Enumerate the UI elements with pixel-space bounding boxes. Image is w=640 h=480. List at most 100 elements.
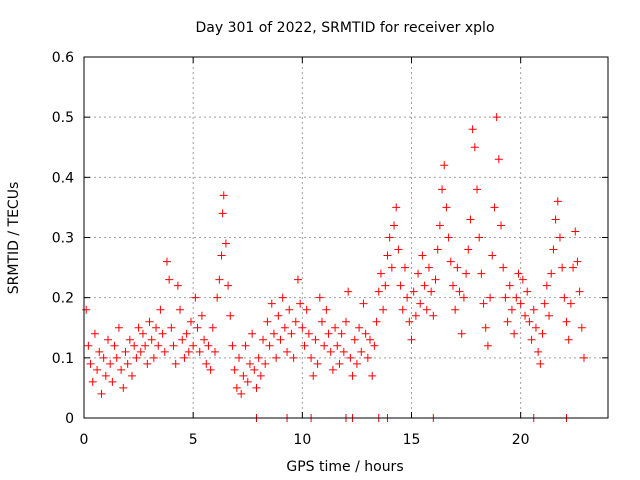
data-point bbox=[527, 335, 536, 344]
data-point bbox=[218, 209, 227, 218]
data-point bbox=[477, 269, 486, 278]
data-point bbox=[243, 377, 252, 386]
data-point bbox=[261, 359, 270, 368]
data-point bbox=[366, 335, 375, 344]
data-point bbox=[405, 317, 414, 326]
data-point bbox=[285, 305, 294, 314]
data-point bbox=[396, 281, 405, 290]
data-point bbox=[326, 347, 335, 356]
data-point bbox=[202, 359, 211, 368]
data-point bbox=[505, 281, 514, 290]
data-point bbox=[350, 335, 359, 344]
data-point bbox=[237, 389, 246, 398]
data-point bbox=[536, 359, 545, 368]
data-point bbox=[333, 341, 342, 350]
data-point bbox=[193, 323, 202, 332]
data-point bbox=[442, 203, 451, 212]
data-point bbox=[160, 347, 169, 356]
data-point bbox=[542, 281, 551, 290]
data-point bbox=[178, 335, 187, 344]
data-point bbox=[311, 335, 320, 344]
data-point bbox=[363, 353, 372, 362]
data-point bbox=[501, 293, 510, 302]
data-point bbox=[427, 287, 436, 296]
x-tick-label: 15 bbox=[403, 432, 421, 448]
data-point bbox=[494, 155, 503, 164]
data-point bbox=[252, 383, 261, 392]
data-point bbox=[466, 215, 475, 224]
data-point bbox=[464, 245, 473, 254]
data-points bbox=[82, 113, 588, 422]
data-point bbox=[328, 365, 337, 374]
data-point bbox=[468, 125, 477, 134]
data-point bbox=[433, 245, 442, 254]
data-point bbox=[147, 335, 156, 344]
data-point bbox=[110, 341, 119, 350]
data-point bbox=[293, 275, 302, 284]
data-point bbox=[569, 263, 578, 272]
data-point bbox=[438, 185, 447, 194]
data-point bbox=[317, 317, 326, 326]
data-point bbox=[143, 359, 152, 368]
data-point bbox=[549, 245, 558, 254]
data-point bbox=[451, 305, 460, 314]
data-point bbox=[263, 317, 272, 326]
data-point bbox=[387, 263, 396, 272]
data-point bbox=[123, 359, 132, 368]
data-point bbox=[420, 281, 429, 290]
data-point bbox=[497, 221, 506, 230]
data-point bbox=[394, 245, 403, 254]
y-tick-label: 0.6 bbox=[52, 50, 74, 66]
data-point bbox=[564, 335, 573, 344]
data-point bbox=[462, 269, 471, 278]
data-point bbox=[121, 347, 130, 356]
data-point bbox=[379, 305, 388, 314]
data-point bbox=[235, 353, 244, 362]
data-point bbox=[551, 215, 560, 224]
data-point bbox=[200, 335, 209, 344]
data-point bbox=[352, 359, 361, 368]
x-tick-label: 10 bbox=[293, 432, 311, 448]
data-point bbox=[320, 341, 329, 350]
axis-ticks: 0 0.1 0.2 0.3 0.4 0.5 0.6 0 5 10 15 20 bbox=[52, 50, 608, 448]
data-point bbox=[132, 353, 141, 362]
data-point bbox=[516, 299, 525, 308]
data-point bbox=[575, 287, 584, 296]
data-point bbox=[409, 287, 418, 296]
y-tick-label: 0.4 bbox=[52, 170, 74, 186]
data-point bbox=[348, 371, 357, 380]
data-point bbox=[304, 329, 313, 338]
data-point bbox=[403, 293, 412, 302]
data-point bbox=[114, 323, 123, 332]
data-point bbox=[407, 335, 416, 344]
data-point bbox=[355, 323, 364, 332]
data-point bbox=[283, 347, 292, 356]
data-point bbox=[531, 323, 540, 332]
data-point bbox=[189, 341, 198, 350]
data-point bbox=[525, 317, 534, 326]
data-point bbox=[101, 371, 110, 380]
data-point bbox=[125, 335, 134, 344]
data-point bbox=[184, 347, 193, 356]
data-point bbox=[453, 263, 462, 272]
data-point bbox=[158, 329, 167, 338]
data-point bbox=[130, 341, 139, 350]
data-point bbox=[138, 329, 147, 338]
data-point bbox=[84, 341, 93, 350]
data-point bbox=[141, 341, 150, 350]
data-point bbox=[488, 251, 497, 260]
data-point bbox=[219, 191, 228, 200]
data-point bbox=[390, 221, 399, 230]
x-tick-label: 20 bbox=[512, 432, 530, 448]
data-point bbox=[538, 329, 547, 338]
data-point bbox=[250, 365, 259, 374]
data-point bbox=[97, 389, 106, 398]
data-point bbox=[228, 341, 237, 350]
data-point bbox=[503, 317, 512, 326]
data-point bbox=[342, 317, 350, 326]
data-point bbox=[165, 275, 174, 284]
data-point bbox=[424, 263, 433, 272]
data-point bbox=[322, 305, 331, 314]
